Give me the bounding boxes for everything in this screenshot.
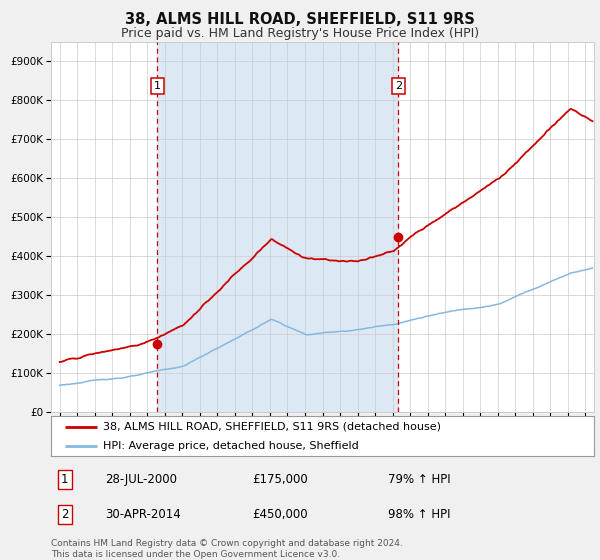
Text: This data is licensed under the Open Government Licence v3.0.: This data is licensed under the Open Gov… (51, 550, 340, 559)
Text: £450,000: £450,000 (252, 508, 308, 521)
Text: Price paid vs. HM Land Registry's House Price Index (HPI): Price paid vs. HM Land Registry's House … (121, 27, 479, 40)
Text: 28-JUL-2000: 28-JUL-2000 (106, 473, 178, 486)
Text: 38, ALMS HILL ROAD, SHEFFIELD, S11 9RS (detached house): 38, ALMS HILL ROAD, SHEFFIELD, S11 9RS (… (103, 422, 440, 432)
Text: HPI: Average price, detached house, Sheffield: HPI: Average price, detached house, Shef… (103, 441, 358, 450)
Text: 38, ALMS HILL ROAD, SHEFFIELD, S11 9RS: 38, ALMS HILL ROAD, SHEFFIELD, S11 9RS (125, 12, 475, 27)
Text: 30-APR-2014: 30-APR-2014 (106, 508, 181, 521)
Text: 1: 1 (154, 81, 161, 91)
Text: 98% ↑ HPI: 98% ↑ HPI (388, 508, 450, 521)
Text: 2: 2 (61, 508, 68, 521)
Bar (157, 42, 398, 412)
Text: £175,000: £175,000 (252, 473, 308, 486)
Text: 79% ↑ HPI: 79% ↑ HPI (388, 473, 450, 486)
Text: 1: 1 (61, 473, 68, 486)
Text: 2: 2 (395, 81, 402, 91)
Text: Contains HM Land Registry data © Crown copyright and database right 2024.: Contains HM Land Registry data © Crown c… (51, 539, 403, 548)
